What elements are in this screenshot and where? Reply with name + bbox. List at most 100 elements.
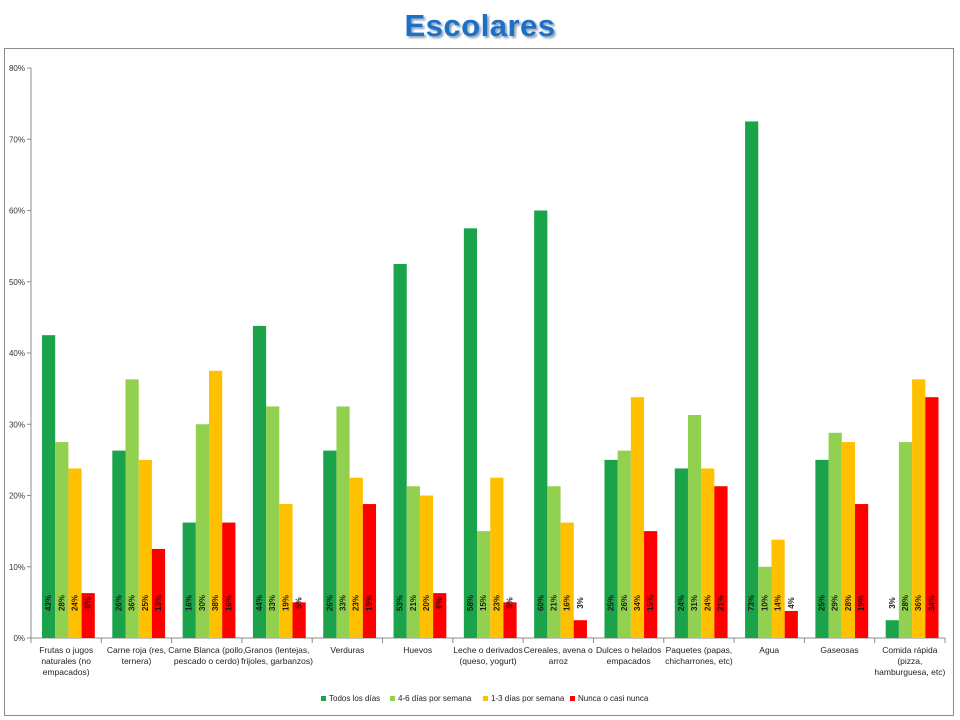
bar: [503, 602, 517, 638]
data-label: 26%: [620, 595, 629, 611]
bar: [433, 593, 447, 638]
bar: [701, 468, 715, 638]
data-label: 21%: [409, 595, 418, 611]
bar: [55, 442, 69, 638]
bar: [195, 424, 210, 638]
bar: [125, 379, 139, 638]
data-label: 58%: [466, 595, 475, 611]
bar: [687, 414, 702, 638]
data-label: 28%: [57, 595, 66, 611]
bar: [828, 432, 842, 638]
bar: [815, 459, 829, 638]
data-label: 23%: [352, 595, 361, 611]
data-label: 20%: [422, 595, 431, 611]
data-label: 38%: [211, 595, 220, 611]
data-label: 5%: [295, 597, 304, 609]
bar: [912, 379, 926, 638]
data-label: 33%: [339, 595, 348, 611]
category-label: Granos (lentejas, frijoles, garbanzos): [241, 645, 313, 666]
bar: [349, 477, 363, 638]
y-tick-label: 70%: [9, 135, 25, 144]
bar: [419, 495, 434, 638]
bar: [266, 406, 280, 638]
bar: [209, 370, 223, 638]
y-tick-label: 50%: [9, 278, 25, 287]
bar: [222, 522, 236, 638]
bar: [841, 442, 855, 638]
legend-label: 1-3 días por semana: [491, 694, 565, 703]
bar: [81, 593, 95, 638]
bar: [885, 620, 899, 638]
bar: [406, 486, 420, 638]
bar: [547, 486, 561, 638]
data-label: 25%: [607, 595, 616, 611]
data-label: 3%: [888, 597, 897, 609]
category-label: Paquetes (papas, chicharrones, etc): [665, 645, 733, 666]
y-tick-label: 30%: [9, 420, 25, 429]
bar: [644, 531, 658, 638]
y-tick-label: 40%: [9, 349, 25, 358]
legend-swatch: [570, 696, 575, 701]
y-tick-label: 0%: [13, 634, 25, 643]
bar: [138, 459, 152, 638]
legend-swatch: [321, 696, 326, 701]
slide-title: Escolares: [404, 8, 556, 43]
bar: [534, 210, 548, 638]
bar: [477, 531, 491, 638]
data-label: 24%: [677, 595, 686, 611]
data-label: 30%: [198, 595, 207, 611]
data-label: 14%: [774, 595, 783, 611]
data-label: 34%: [927, 595, 936, 611]
data-label: 24%: [71, 595, 80, 611]
data-label: 36%: [128, 595, 137, 611]
bar: [714, 486, 728, 638]
bar: [771, 539, 785, 638]
bar: [560, 522, 574, 638]
category-label: Gaseosas: [820, 645, 858, 655]
data-label: 3%: [576, 597, 585, 609]
category-label: Frutas o jugos naturales (no empacados): [39, 645, 93, 677]
y-tick-label: 20%: [9, 492, 25, 501]
data-label: 36%: [914, 595, 923, 611]
data-label: 24%: [703, 595, 712, 611]
category-label: Dulces o helados empacados: [596, 645, 661, 666]
legend-label: Todos los días: [329, 694, 380, 703]
bar: [279, 504, 293, 638]
data-label: 5%: [506, 597, 515, 609]
bar: [292, 602, 306, 638]
data-label: 4%: [787, 597, 796, 609]
data-label: 6%: [84, 597, 93, 609]
bar: [617, 450, 631, 638]
y-tick-label: 80%: [9, 64, 25, 73]
legend-label: 4-6 días por semana: [398, 694, 472, 703]
data-label: 34%: [633, 595, 642, 611]
bar: [604, 459, 618, 638]
legend-swatch: [483, 696, 488, 701]
bar: [758, 566, 772, 638]
bar: [573, 620, 587, 638]
bar: [745, 121, 759, 638]
bar: [490, 477, 504, 638]
category-label: Agua: [759, 645, 779, 655]
bar: [362, 504, 377, 638]
bar: [323, 450, 337, 638]
data-label: 73%: [747, 595, 756, 611]
data-label: 23%: [492, 595, 501, 611]
y-tick-label: 60%: [9, 207, 25, 216]
bar: [898, 442, 913, 638]
bar: [336, 406, 350, 638]
data-label: 21%: [549, 595, 558, 611]
bar: [68, 468, 82, 638]
category-label: Huevos: [403, 645, 432, 655]
data-label: 43%: [44, 595, 53, 611]
data-label: 15%: [646, 595, 655, 611]
category-label: Carne roja (res, ternera): [107, 645, 166, 666]
bar: [784, 610, 798, 638]
category-label: Comida rápida (pizza, hamburguesa, etc): [874, 645, 945, 677]
data-label: 16%: [563, 595, 572, 611]
data-label: 33%: [268, 595, 277, 611]
data-label: 15%: [479, 595, 488, 611]
bar: [112, 450, 126, 638]
data-label: 21%: [716, 595, 725, 611]
bar: [151, 548, 166, 638]
